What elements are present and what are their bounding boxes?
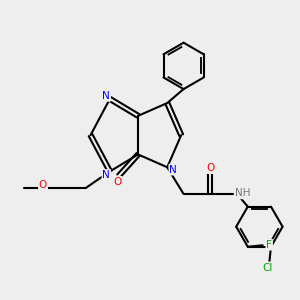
Text: F: F [266,240,272,250]
Text: NH: NH [235,188,250,198]
Text: O: O [39,180,47,190]
Text: N: N [102,170,110,180]
Text: Cl: Cl [263,262,273,273]
Text: O: O [206,163,214,173]
Text: N: N [102,91,110,101]
Text: N: N [169,165,177,175]
Text: O: O [113,177,122,187]
